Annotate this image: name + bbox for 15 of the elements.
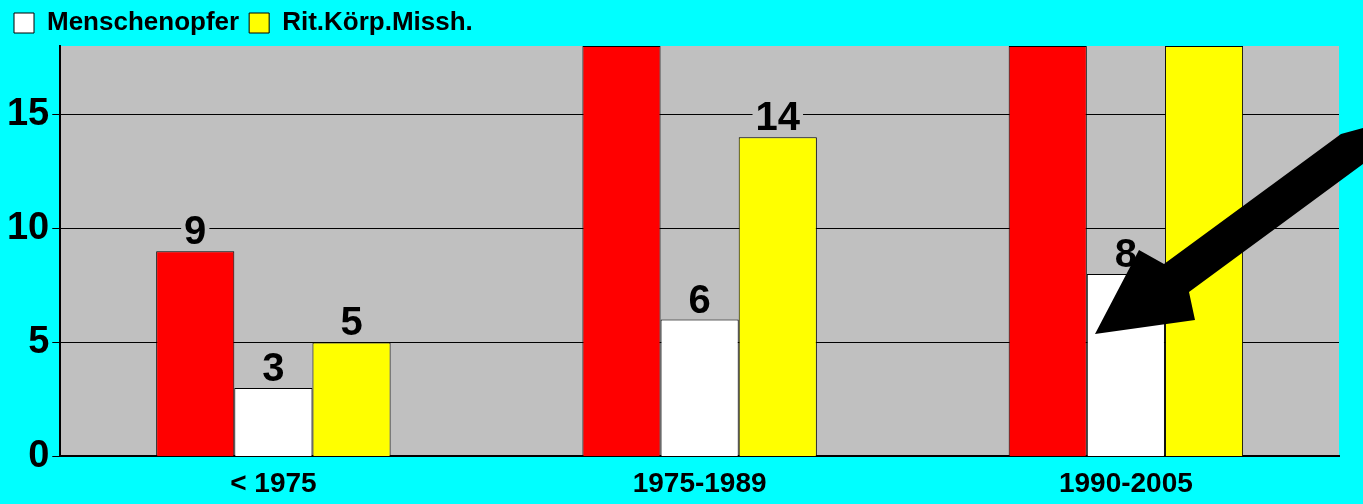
y-tick-label: 10 bbox=[6, 204, 50, 247]
data-label: 6 bbox=[688, 276, 711, 321]
legend-label: Rit.Körp.Missh. bbox=[282, 6, 473, 37]
data-label: 5 bbox=[340, 299, 363, 344]
data-label: 3 bbox=[262, 345, 285, 390]
x-tick-label: < 1975 bbox=[230, 466, 317, 498]
y-tick-label: 0 bbox=[28, 432, 50, 475]
data-label: 8 bbox=[1114, 231, 1137, 276]
x-tick-label: 1975-1989 bbox=[632, 466, 767, 498]
data-label: 14 bbox=[755, 94, 801, 139]
y-tick-label: 15 bbox=[6, 90, 50, 133]
data-label: 9 bbox=[184, 208, 207, 253]
y-tick-label: 5 bbox=[28, 318, 50, 361]
legend-label: Menschenopfer bbox=[47, 6, 240, 37]
x-tick-label: 1990-2005 bbox=[1058, 466, 1193, 498]
